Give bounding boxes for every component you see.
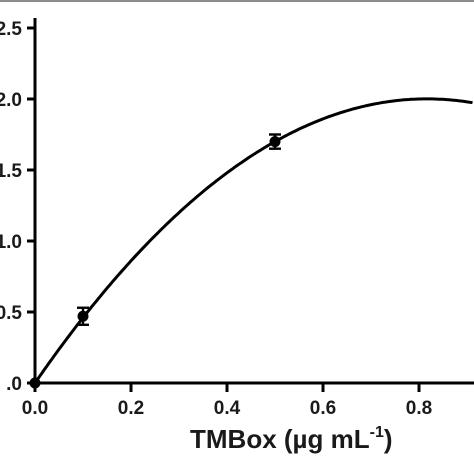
x-tick-label-2: 0.4 <box>214 398 241 419</box>
y-tick-label-0: .0 <box>6 374 22 395</box>
x-tick-label-3: 0.6 <box>310 398 336 419</box>
x-tick-label-4: 0.8 <box>406 398 432 419</box>
x-axis: 0.0 0.2 0.4 0.6 0.8 <box>22 381 474 419</box>
y-axis: .0 0.5 1.0 1.5 2.0 2.5 <box>0 18 37 395</box>
y-tick-label-1: 0.5 <box>0 303 22 324</box>
x-tick-label-0: 0.0 <box>22 398 48 419</box>
data-point-2 <box>269 136 281 148</box>
data-point-0 <box>29 377 41 389</box>
x-tick-label-1: 0.2 <box>118 398 144 419</box>
data-point-1 <box>77 310 89 322</box>
y-tick-label-2: 1.0 <box>0 232 22 253</box>
x-axis-title: TMBox (µg mL-1) <box>190 424 393 454</box>
data-points <box>29 133 281 389</box>
fit-curve <box>33 97 473 384</box>
y-tick-label-3: 1.5 <box>0 161 22 182</box>
y-tick-label-5: 2.5 <box>0 19 22 40</box>
y-tick-label-4: 2.0 <box>0 90 22 111</box>
